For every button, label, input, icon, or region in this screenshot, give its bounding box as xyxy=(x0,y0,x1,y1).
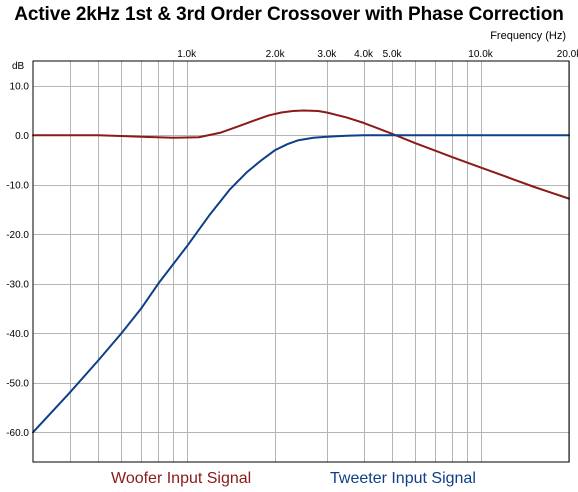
tweeter-line xyxy=(32,134,570,434)
x-tick-label: 5.0k xyxy=(383,49,403,60)
plot-frame xyxy=(32,60,570,463)
x-tick-label: 4.0k xyxy=(354,49,374,60)
y-tick-label: -50.0 xyxy=(6,378,29,389)
x-axis-label: Frequency (Hz) xyxy=(490,30,566,42)
x-tick-label: 3.0k xyxy=(317,49,337,60)
x-tick-label: 1.0k xyxy=(177,49,197,60)
y-tick-label: -10.0 xyxy=(6,180,29,191)
y-tick-label: 0.0 xyxy=(15,131,29,142)
y-axis-label: dB xyxy=(12,61,25,72)
x-tick-label: 20.0k xyxy=(557,49,578,60)
series-lines xyxy=(32,109,570,434)
legend-tweeter: Tweeter Input Signal xyxy=(330,470,476,487)
y-tick-label: -60.0 xyxy=(6,428,29,439)
x-tick-label: 2.0k xyxy=(266,49,286,60)
x-tick-label: 10.0k xyxy=(468,49,493,60)
y-tick-label: 10.0 xyxy=(10,81,30,92)
woofer-line xyxy=(32,109,570,200)
legend-woofer: Woofer Input Signal xyxy=(111,470,252,487)
chart-title: Active 2kHz 1st & 3rd Order Crossover wi… xyxy=(14,4,564,25)
grid xyxy=(33,61,570,462)
y-tick-label: -30.0 xyxy=(6,279,29,290)
tick-labels: 1.0k 2.0k 3.0k 4.0k 5.0k 10.0k 20.0k 10.0 0.0 -10… xyxy=(6,49,578,439)
y-tick-label: -40.0 xyxy=(6,329,29,340)
y-tick-label: -20.0 xyxy=(6,230,29,241)
